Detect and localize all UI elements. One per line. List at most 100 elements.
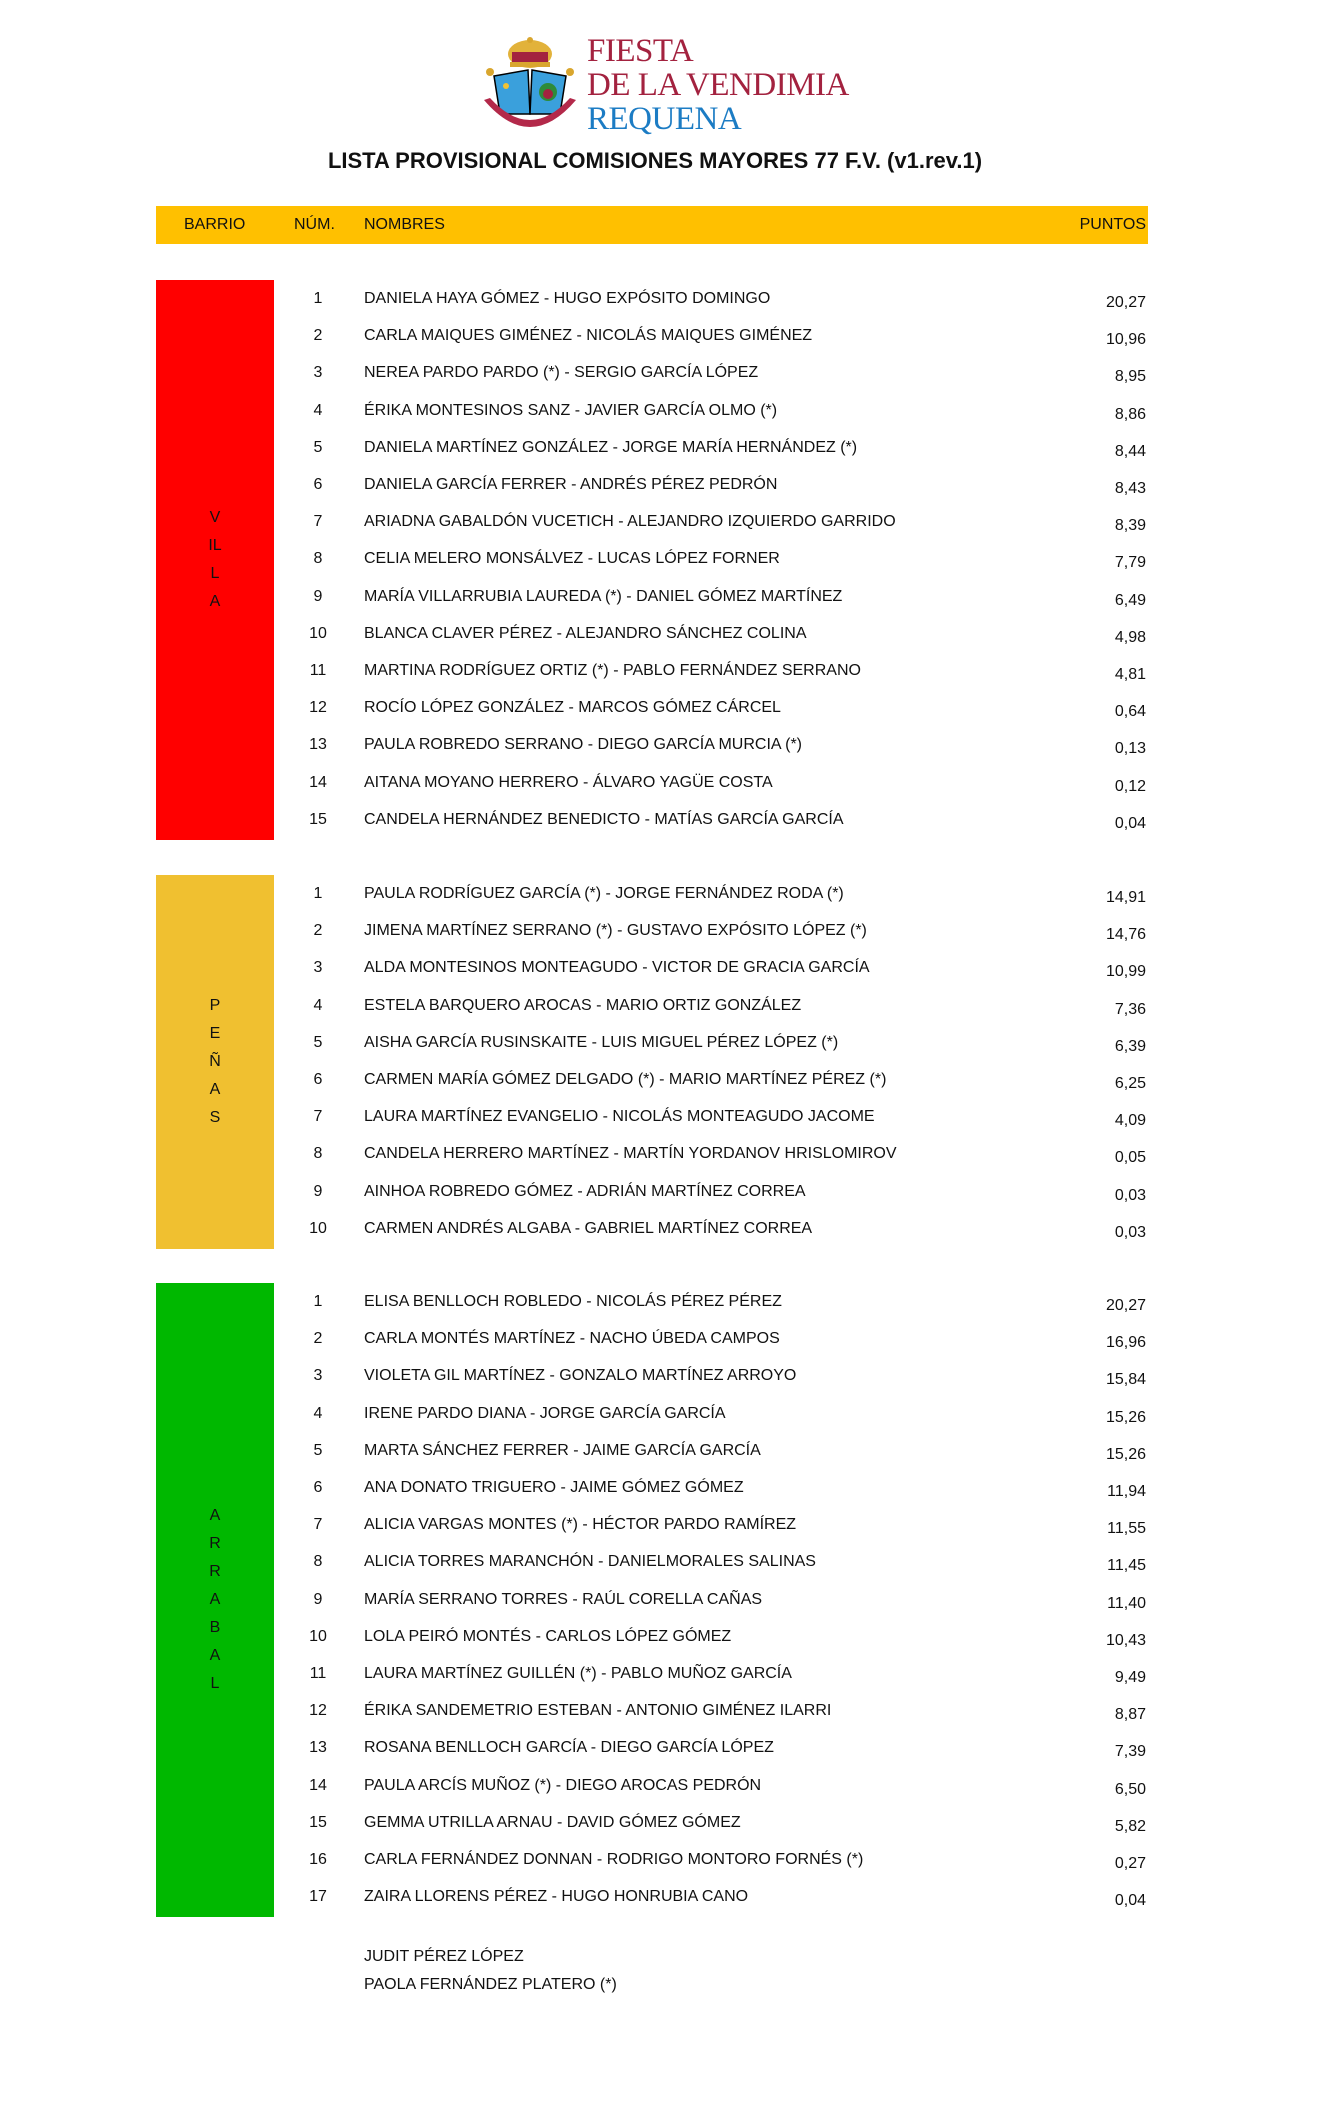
row-points: 6,39 <box>1114 1037 1146 1055</box>
row-points: 6,50 <box>1114 1780 1146 1798</box>
table-row: 9 MARÍA SERRANO TORRES - RAÚL CORELLA CAÑ… <box>0 1581 1332 1618</box>
table-row: 7 LAURA MARTÍNEZ EVANGELIO - NICOLÁS MONT… <box>0 1098 1332 1135</box>
row-number: 9 <box>313 1590 323 1608</box>
row-number: 2 <box>313 922 323 940</box>
row-points: 0,04 <box>1114 814 1146 832</box>
header-puntos: PUNTOS <box>1079 216 1146 233</box>
row-number: 6 <box>313 1071 323 1088</box>
row-points: 0,04 <box>1114 1892 1146 1910</box>
row-names: ZAIRA LLORENS PÉREZ - HUGO HONRUBIA CANO <box>364 1888 749 1906</box>
header-nombres: NOMBRES <box>364 216 445 233</box>
table-row: 10 BLANCA CLAVER PÉREZ - ALEJANDRO SÁNCHE… <box>0 615 1332 652</box>
table-row: 13 PAULA ROBREDO SERRANO - DIEGO GARCÍA M… <box>0 726 1332 763</box>
row-names: AINHOA ROBREDO GÓMEZ - ADRIÁN MARTÍNEZ C… <box>364 1182 806 1200</box>
table-row: 3 NEREA PARDO PARDO (*) - SERGIO GARCÍA L… <box>0 354 1332 391</box>
row-points: 10,43 <box>1105 1631 1146 1649</box>
row-number: 2 <box>313 327 323 345</box>
row-number: 3 <box>313 364 323 382</box>
row-points: 4,09 <box>1114 1112 1146 1130</box>
row-names: DANIELA HAYA GÓMEZ - HUGO EXPÓSITO DOMIN… <box>364 290 771 307</box>
table-row: 9 MARÍA VILLARRUBIA LAUREDA (*) - DANIEL … <box>0 578 1332 615</box>
row-names: CARLA MONTÉS MARTÍNEZ - NACHO ÚBEDA CAMP… <box>364 1330 780 1348</box>
row-names: ARIADNA GABALDÓN VUCETICH - ALEJANDRO IZ… <box>364 513 896 531</box>
row-names: ALICIA VARGAS MONTES (*) - HÉCTOR PARDO … <box>364 1516 797 1534</box>
row-number: 6 <box>313 1479 323 1496</box>
table-row: 15 GEMMA UTRILLA ARNAU - DAVID GÓMEZ GÓME… <box>0 1804 1332 1841</box>
row-names: VIOLETA GIL MARTÍNEZ - GONZALO MARTÍNEZ … <box>364 1367 797 1385</box>
row-names: ALDA MONTESINOS MONTEAGUDO - VICTOR DE G… <box>364 959 870 977</box>
row-points: 0,03 <box>1114 1186 1146 1204</box>
row-names: IRENE PARDO DIANA - JORGE GARCÍA GARCÍA <box>364 1404 726 1422</box>
row-names: ANA DONATO TRIGUERO - JAIME GÓMEZ GÓMEZ <box>364 1479 744 1496</box>
logo-line-3: REQUENA <box>587 101 742 137</box>
row-points: 11,94 <box>1107 1483 1146 1500</box>
table-row: 12 ROCÍO LÓPEZ GONZÁLEZ - MARCOS GÓMEZ CÁ… <box>0 689 1332 726</box>
row-number: 9 <box>313 1182 323 1200</box>
table-row: 8 CANDELA HERRERO MARTÍNEZ - MARTÍN YORDA… <box>0 1135 1332 1172</box>
row-names: ELISA BENLLOCH ROBLEDO - NICOLÁS PÉREZ P… <box>364 1293 782 1310</box>
table-row: 6 DANIELA GARCÍA FERRER - ANDRÉS PÉREZ PE… <box>0 466 1332 503</box>
barrio-label: VILLA <box>208 509 222 610</box>
row-names: MARÍA SERRANO TORRES - RAÚL CORELLA CAÑA… <box>364 1590 763 1608</box>
row-number: 7 <box>313 513 323 531</box>
row-points: 8,39 <box>1114 517 1146 535</box>
table-row: 8 ALICIA TORRES MARANCHÓN - DANIELMORALES… <box>0 1543 1332 1580</box>
barrio-label: PEÑAS <box>209 997 221 1126</box>
barrio-block: ARRABAL <box>156 1283 274 1918</box>
table-row: 5 DANIELA MARTÍNEZ GONZÁLEZ - JORGE MARÍA… <box>0 429 1332 466</box>
row-names: NEREA PARDO PARDO (*) - SERGIO GARCÍA LÓ… <box>364 364 759 382</box>
row-points: 7,39 <box>1114 1743 1146 1761</box>
table-row: 4 IRENE PARDO DIANA - JORGE GARCÍA GARCÍA… <box>0 1395 1332 1432</box>
row-names: LAURA MARTÍNEZ GUILLÉN (*) - PABLO MUÑOZ… <box>364 1665 792 1682</box>
row-points: 8,95 <box>1114 368 1146 386</box>
row-names: CARMEN ANDRÉS ALGABA - GABRIEL MARTÍNEZ … <box>364 1219 813 1237</box>
row-points: 0,12 <box>1114 777 1146 795</box>
table-row: 14 PAULA ARCÍS MUÑOZ (*) - DIEGO AROCAS P… <box>0 1767 1332 1804</box>
row-names: CELIA MELERO MONSÁLVEZ - LUCAS LÓPEZ FOR… <box>364 550 780 568</box>
table-row: 14 AITANA MOYANO HERRERO - ÁLVARO YAGÜE C… <box>0 764 1332 801</box>
row-names: JIMENA MARTÍNEZ SERRANO (*) - GUSTAVO EX… <box>364 922 867 940</box>
row-points: 5,82 <box>1114 1817 1146 1835</box>
table-row: 2 CARLA MAIQUES GIMÉNEZ - NICOLÁS MAIQUES… <box>0 317 1332 354</box>
row-points: 15,26 <box>1105 1445 1146 1463</box>
table-row: 4 ÉRIKA MONTESINOS SANZ - JAVIER GARCÍA O… <box>0 392 1332 429</box>
row-names: PAULA ARCÍS MUÑOZ (*) - DIEGO AROCAS PED… <box>364 1776 762 1794</box>
row-points: 10,99 <box>1105 963 1146 981</box>
row-points: 15,84 <box>1105 1371 1146 1389</box>
row-names: LAURA MARTÍNEZ EVANGELIO - NICOLÁS MONTE… <box>364 1108 875 1126</box>
row-points: 9,49 <box>1114 1669 1146 1686</box>
row-names: PAULA RODRÍGUEZ GARCÍA (*) - JORGE FERNÁ… <box>364 885 844 902</box>
row-names: MARÍA VILLARRUBIA LAUREDA (*) - DANIEL G… <box>364 587 843 605</box>
row-number: 11 <box>309 1665 327 1682</box>
row-points: 8,43 <box>1114 480 1146 497</box>
row-number: 4 <box>313 401 323 419</box>
row-number: 11 <box>309 662 327 679</box>
logo-line-2: DE LA VENDIMIA <box>587 67 849 103</box>
row-names: CARLA FERNÁNDEZ DONNAN - RODRIGO MONTORO… <box>364 1851 864 1868</box>
row-names: LOLA PEIRÓ MONTÉS - CARLOS LÓPEZ GÓMEZ <box>364 1627 732 1645</box>
table-row: 7 ARIADNA GABALDÓN VUCETICH - ALEJANDRO I… <box>0 503 1332 540</box>
table-header: BARRIO NÚM. NOMBRES PUNTOS <box>156 206 1148 244</box>
row-points: 7,36 <box>1114 1000 1146 1018</box>
row-names: CANDELA HERRERO MARTÍNEZ - MARTÍN YORDAN… <box>364 1145 897 1163</box>
row-number: 3 <box>313 959 323 977</box>
row-names: CARMEN MARÍA GÓMEZ DELGADO (*) - MARIO M… <box>364 1071 887 1088</box>
row-number: 5 <box>313 1441 323 1459</box>
logo-line-1: FIESTA <box>587 33 694 69</box>
table-row: 5 AISHA GARCÍA RUSINSKAITE - LUIS MIGUEL … <box>0 1024 1332 1061</box>
row-points: 8,86 <box>1114 405 1146 423</box>
row-number: 8 <box>313 1553 323 1571</box>
table-row: 3 ALDA MONTESINOS MONTEAGUDO - VICTOR DE … <box>0 949 1332 986</box>
table-row: 10 CARMEN ANDRÉS ALGABA - GABRIEL MARTÍNE… <box>0 1210 1332 1247</box>
row-number: 8 <box>313 1145 323 1163</box>
row-points: 14,91 <box>1105 889 1146 906</box>
logo-wordmark: FIESTA DE LA VENDIMIA REQUENA <box>587 34 849 136</box>
fiesta-vendimia-logo <box>484 37 576 127</box>
table-row: 17 ZAIRA LLORENS PÉREZ - HUGO HONRUBIA CA… <box>0 1878 1332 1915</box>
row-points: 0,05 <box>1114 1149 1146 1167</box>
table-row: 10 LOLA PEIRÓ MONTÉS - CARLOS LÓPEZ GÓMEZ… <box>0 1618 1332 1655</box>
table-row: 4 ESTELA BARQUERO AROCAS - MARIO ORTIZ GO… <box>0 987 1332 1024</box>
row-points: 16,96 <box>1105 1334 1146 1352</box>
row-names: CARLA MAIQUES GIMÉNEZ - NICOLÁS MAIQUES … <box>364 327 813 345</box>
row-number: 13 <box>309 736 327 754</box>
